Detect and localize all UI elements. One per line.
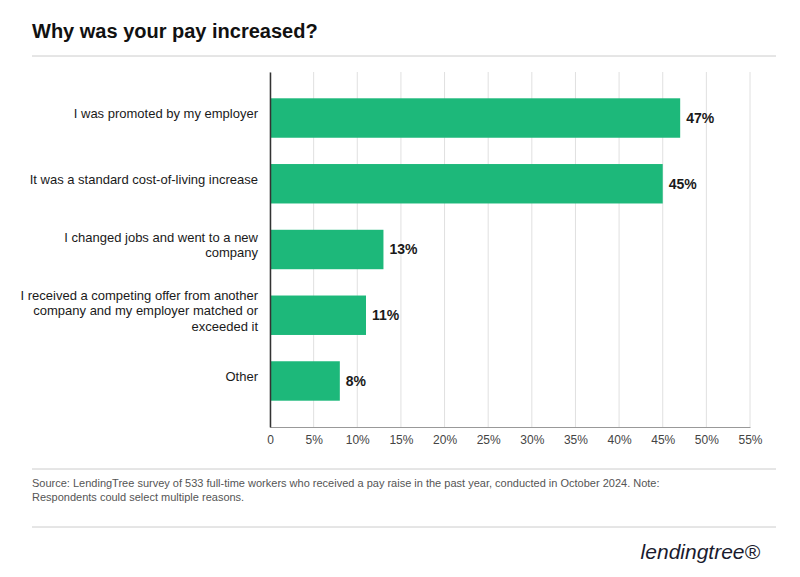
x-tick-label: 0 — [267, 433, 274, 447]
bar — [270, 98, 680, 137]
x-tick: 20% — [433, 427, 457, 447]
divider — [32, 469, 776, 470]
x-tick: 25% — [477, 427, 501, 447]
grid — [270, 72, 750, 427]
x-tick: 35% — [564, 427, 588, 447]
y-tick: Other — [225, 369, 270, 384]
x-tick-label: 20% — [433, 433, 457, 447]
divider — [32, 56, 776, 57]
x-tick-label: 35% — [564, 433, 588, 447]
x-tick-label: 45% — [651, 433, 675, 447]
x-tick-label: 15% — [389, 433, 413, 447]
x-tick: 0 — [267, 427, 274, 447]
bar — [270, 296, 366, 335]
x-tick: 15% — [389, 427, 413, 447]
y-axis-line — [270, 73, 272, 428]
y-tick-label: I received a competing offer from anothe… — [21, 288, 259, 334]
x-tick-label: 25% — [477, 433, 501, 447]
x-tick: 50% — [695, 427, 719, 447]
bars — [270, 98, 680, 400]
x-tick: 55% — [738, 427, 762, 447]
grid-line — [270, 72, 271, 427]
x-axis: 0 5% 10% 15% 20% 25% 30% 35% 40% 45% 50% 55% — [267, 427, 763, 447]
bar — [270, 361, 340, 400]
y-tick: I changed jobs and went to a newcompany — [64, 230, 270, 261]
y-tick: I received a competing offer from anothe… — [21, 288, 271, 334]
data-labels: 8% 11% 13% 45% 47% — [346, 110, 715, 389]
bar — [270, 164, 663, 203]
y-tick: I was promoted by my employer — [74, 106, 270, 121]
x-tick-label: 50% — [695, 433, 719, 447]
title: Why was your pay increased? — [32, 20, 318, 42]
x-tick: 30% — [520, 427, 544, 447]
x-tick: 5% — [305, 427, 323, 447]
y-tick-label: I changed jobs and went to a newcompany — [64, 230, 258, 261]
x-tick-label: 55% — [738, 433, 762, 447]
y-tick: It was a standard cost-of-living increas… — [30, 172, 270, 187]
grid-line — [750, 72, 751, 427]
plot: 0 5% 10% 15% 20% 25% 30% 35% 40% 45% 50% 55% Other I … — [21, 72, 763, 447]
x-tick-label: 30% — [520, 433, 544, 447]
data-label: 45% — [669, 176, 698, 192]
x-axis-line — [271, 427, 751, 428]
x-tick-label: 5% — [305, 433, 323, 447]
source: Source: LendingTree survey of 533 full-t… — [32, 477, 660, 503]
chart: Why was your pay increased? 0 5% 10% 15% 20% 2… — [0, 0, 800, 577]
data-label: 47% — [686, 110, 715, 126]
data-label: 8% — [346, 373, 367, 389]
x-tick-label: 40% — [608, 433, 632, 447]
y-tick-label: It was a standard cost-of-living increas… — [30, 172, 258, 187]
bar — [270, 230, 383, 269]
data-label: 13% — [389, 241, 418, 257]
y-tick-label: I was promoted by my employer — [74, 106, 259, 121]
y-tick-label: Other — [225, 369, 258, 384]
x-tick: 45% — [651, 427, 675, 447]
divider — [32, 527, 776, 528]
x-tick: 10% — [346, 427, 370, 447]
data-label: 11% — [372, 307, 400, 323]
x-tick-label: 10% — [346, 433, 370, 447]
annotation: lendingtree® — [641, 540, 761, 563]
x-tick: 40% — [608, 427, 632, 447]
y-axis: Other I received a competing offer from a… — [21, 73, 271, 428]
